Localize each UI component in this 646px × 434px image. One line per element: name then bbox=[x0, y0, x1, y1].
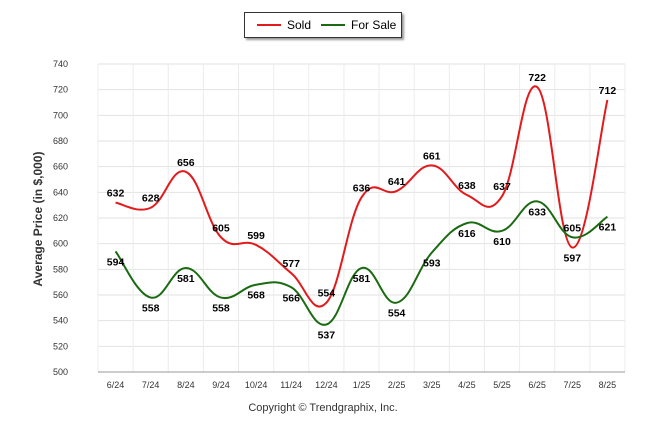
data-label: 633 bbox=[528, 206, 546, 218]
data-label: 621 bbox=[599, 222, 617, 234]
copyright-footer: Copyright © Trendgraphix, Inc. bbox=[248, 402, 398, 414]
y-tick-label: 700 bbox=[53, 110, 68, 120]
x-tick-label: 3/25 bbox=[423, 380, 441, 390]
x-tick-label: 6/25 bbox=[528, 380, 546, 390]
data-label: 566 bbox=[282, 292, 300, 304]
y-tick-label: 660 bbox=[53, 162, 68, 172]
y-tick-label: 680 bbox=[53, 136, 68, 146]
x-tick-label: 10/24 bbox=[245, 380, 268, 390]
x-tick-label: 8/24 bbox=[177, 380, 195, 390]
x-tick-label: 7/25 bbox=[564, 380, 582, 390]
series-line-sold bbox=[115, 85, 609, 308]
legend-swatch-for-sale bbox=[321, 24, 345, 26]
legend-swatch-sold bbox=[257, 24, 281, 26]
data-label: 641 bbox=[388, 176, 406, 188]
y-tick-label: 720 bbox=[53, 85, 68, 95]
data-label: 610 bbox=[493, 236, 511, 248]
data-label: 554 bbox=[388, 308, 406, 320]
data-label: 637 bbox=[493, 181, 511, 193]
legend: Sold For Sale bbox=[244, 12, 402, 38]
y-tick-label: 640 bbox=[53, 187, 68, 197]
data-label: 605 bbox=[564, 222, 582, 234]
data-label: 712 bbox=[599, 85, 617, 97]
data-label: 616 bbox=[458, 228, 476, 240]
y-tick-label: 540 bbox=[53, 316, 68, 326]
x-tick-label: 9/24 bbox=[212, 380, 230, 390]
data-label: 577 bbox=[282, 258, 300, 270]
data-label: 628 bbox=[142, 193, 160, 205]
y-tick-label: 520 bbox=[53, 341, 68, 351]
data-label: 558 bbox=[142, 303, 160, 315]
y-tick-label: 740 bbox=[53, 59, 68, 69]
y-tick-label: 560 bbox=[53, 290, 68, 300]
y-tick-label: 580 bbox=[53, 264, 68, 274]
y-tick-label: 620 bbox=[53, 213, 68, 223]
x-tick-label: 5/25 bbox=[493, 380, 511, 390]
data-label: 722 bbox=[528, 72, 546, 84]
legend-item-for-sale[interactable]: For Sale bbox=[321, 18, 396, 32]
data-label: 568 bbox=[247, 290, 265, 302]
data-label: 558 bbox=[212, 303, 230, 315]
data-label: 605 bbox=[212, 222, 230, 234]
x-tick-label: 4/25 bbox=[458, 380, 476, 390]
data-label: 554 bbox=[318, 288, 336, 300]
data-label: 638 bbox=[458, 180, 476, 192]
data-label: 661 bbox=[423, 150, 441, 162]
data-label: 632 bbox=[107, 188, 125, 200]
x-tick-label: 6/24 bbox=[107, 380, 125, 390]
data-label: 581 bbox=[177, 273, 195, 285]
x-tick-label: 11/24 bbox=[280, 380, 302, 390]
legend-label-for-sale: For Sale bbox=[351, 18, 397, 32]
legend-item-sold[interactable]: Sold bbox=[257, 18, 311, 32]
y-tick-label: 600 bbox=[53, 239, 68, 249]
data-label: 636 bbox=[353, 182, 371, 194]
data-label: 597 bbox=[564, 253, 582, 265]
data-label: 594 bbox=[107, 256, 125, 268]
legend-label-sold: Sold bbox=[287, 18, 312, 32]
data-label: 581 bbox=[353, 273, 371, 285]
y-tick-label: 500 bbox=[53, 367, 68, 377]
data-label: 599 bbox=[247, 230, 265, 242]
data-label: 656 bbox=[177, 157, 195, 169]
x-tick-label: 7/24 bbox=[142, 380, 160, 390]
x-tick-label: 2/25 bbox=[388, 380, 406, 390]
x-tick-label: 8/25 bbox=[599, 380, 617, 390]
data-label: 593 bbox=[423, 258, 441, 270]
series-line-for-sale bbox=[114, 200, 609, 326]
x-tick-label: 12/24 bbox=[315, 380, 338, 390]
x-tick-label: 1/25 bbox=[353, 380, 371, 390]
data-label: 537 bbox=[318, 330, 336, 342]
